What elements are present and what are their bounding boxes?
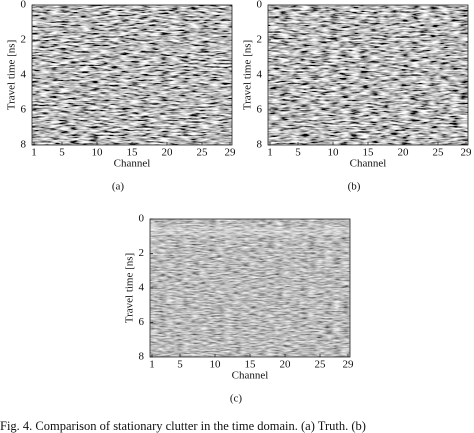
x-tick-label: 29 [343, 359, 355, 371]
y-tick-label: 6 [257, 104, 263, 116]
y-tick-label: 2 [139, 247, 145, 259]
x-tick-label: 20 [162, 147, 174, 159]
panel-label: (b) [348, 181, 361, 193]
y-tick-label: 0 [257, 0, 263, 11]
x-tick-label: 5 [59, 147, 65, 159]
x-axis-label: Channel [114, 158, 151, 170]
y-tick-label: 6 [21, 104, 27, 116]
figure-caption: Fig. 4. Comparison of stationary clutter… [0, 419, 366, 433]
x-tick-label: 10 [92, 147, 104, 159]
y-tick-label: 6 [139, 316, 145, 328]
y-tick-label: 2 [21, 34, 27, 46]
y-tick-label: 0 [21, 0, 27, 11]
x-tick-label: 20 [398, 147, 410, 159]
x-tick-label: 15 [127, 147, 139, 159]
clutter-image [150, 219, 350, 357]
x-tick-label: 25 [197, 147, 209, 159]
y-tick-label: 0 [139, 213, 145, 225]
x-tick-label: 29 [461, 147, 473, 159]
y-tick-label: 2 [257, 34, 263, 46]
x-tick-label: 20 [280, 359, 292, 371]
x-tick-label: 10 [210, 359, 222, 371]
y-axis-label: Travel time [ns] [242, 40, 254, 110]
y-axis-label: Travel time [ns] [124, 253, 136, 323]
x-axis-label: Channel [350, 158, 387, 170]
y-tick-label: 4 [21, 69, 27, 81]
y-tick-label: 8 [21, 139, 27, 151]
x-tick-label: 1 [149, 359, 155, 371]
x-tick-label: 15 [245, 359, 257, 371]
clutter-image [32, 5, 232, 145]
y-tick-label: 4 [139, 282, 145, 294]
x-axis-label: Channel [232, 370, 269, 382]
y-tick-label: 4 [257, 69, 263, 81]
y-axis-label: Travel time [ns] [6, 40, 18, 110]
y-tick-label: 8 [139, 351, 145, 363]
surface-band [150, 227, 350, 235]
panel-label: (a) [112, 181, 125, 193]
y-tick-label: 8 [257, 139, 263, 151]
clutter-image [268, 5, 468, 145]
x-tick-label: 5 [177, 359, 183, 371]
x-tick-label: 25 [433, 147, 445, 159]
x-tick-label: 29 [225, 147, 237, 159]
panel-label: (c) [230, 393, 243, 405]
x-tick-label: 5 [295, 147, 301, 159]
x-tick-label: 25 [315, 359, 327, 371]
x-tick-label: 10 [328, 147, 340, 159]
x-tick-label: 15 [363, 147, 375, 159]
x-tick-label: 1 [31, 147, 37, 159]
x-tick-label: 1 [267, 147, 273, 159]
